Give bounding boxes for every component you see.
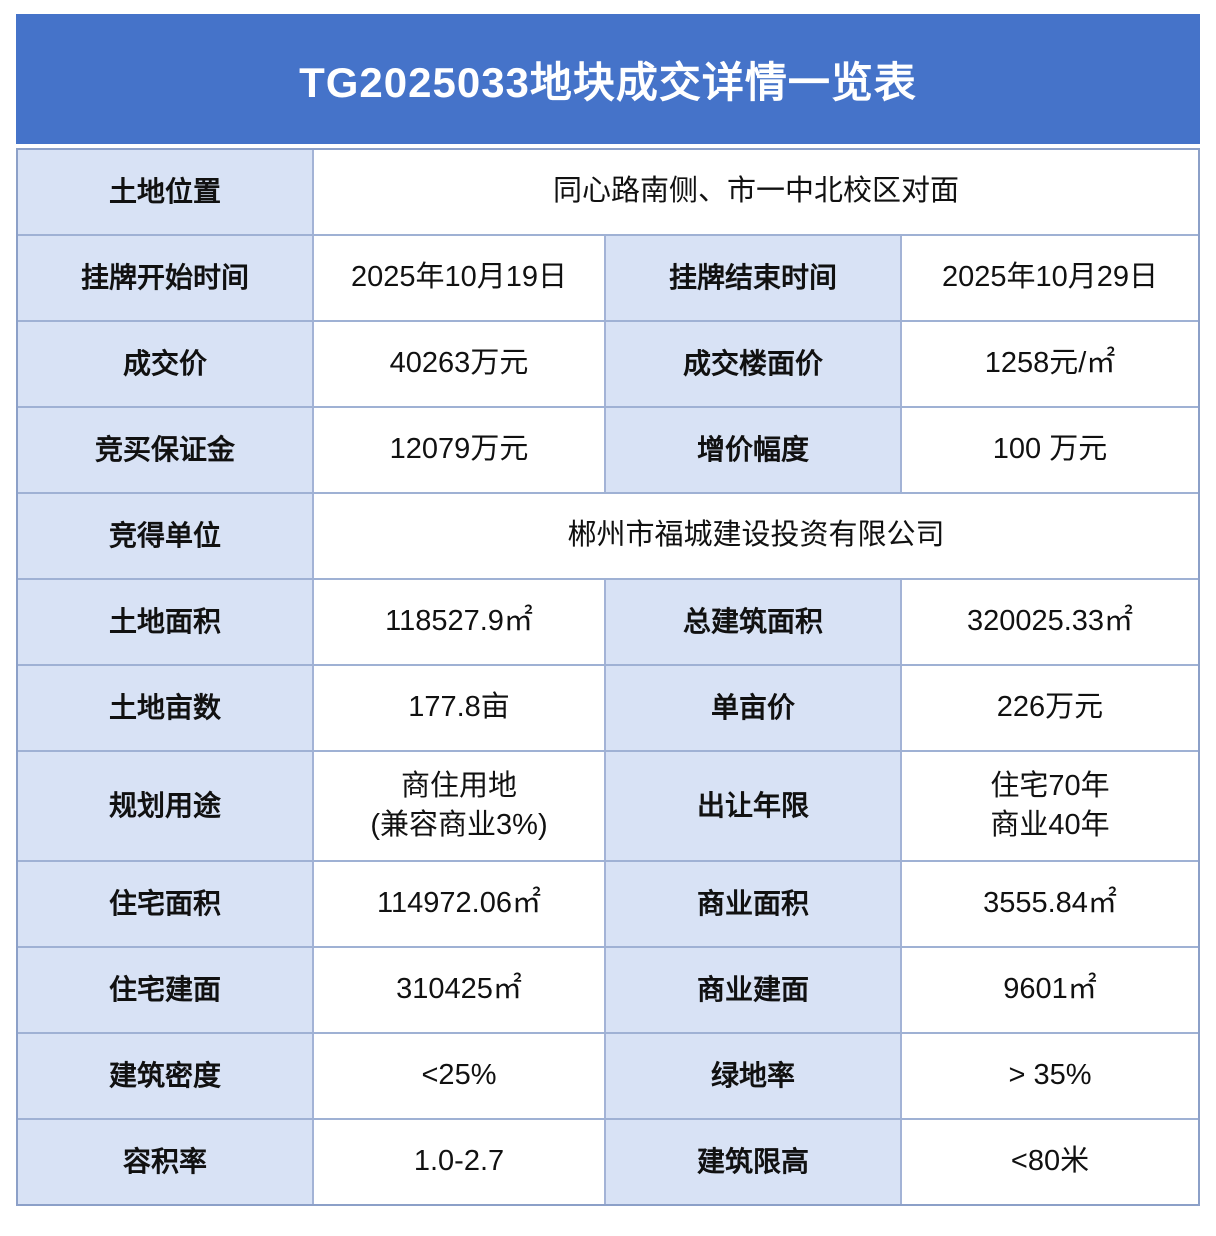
deal-detail-table: 土地位置 同心路南侧、市一中北校区对面 挂牌开始时间 2025年10月19日 挂…	[16, 148, 1200, 1206]
row-planned-use: 规划用途 商住用地 (兼容商业3%) 出让年限 住宅70年 商业40年	[18, 752, 1198, 862]
bid-deposit-value: 12079万元	[312, 408, 604, 492]
green-ratio-label: 绿地率	[604, 1034, 900, 1118]
row-land-location: 土地位置 同心路南侧、市一中北校区对面	[18, 150, 1198, 236]
commercial-area-label: 商业面积	[604, 862, 900, 946]
commercial-built-value: 9601㎡	[900, 948, 1198, 1032]
floor-price-label: 成交楼面价	[604, 322, 900, 406]
land-mu-value: 177.8亩	[312, 666, 604, 750]
table-header-bar: TG2025033地块成交详情一览表	[16, 14, 1200, 144]
winning-bidder-value: 郴州市福城建设投资有限公司	[312, 494, 1198, 578]
row-plot-ratio-height: 容积率 1.0-2.7 建筑限高 <80米	[18, 1120, 1198, 1204]
land-location-value: 同心路南侧、市一中北校区对面	[312, 150, 1198, 234]
listing-end-value: 2025年10月29日	[900, 236, 1198, 320]
row-listing-dates: 挂牌开始时间 2025年10月19日 挂牌结束时间 2025年10月29日	[18, 236, 1198, 322]
page-title: TG2025033地块成交详情一览表	[299, 58, 917, 106]
commercial-built-label: 商业建面	[604, 948, 900, 1032]
planned-use-line2: (兼容商业3%)	[370, 809, 548, 841]
planned-use-value: 商住用地 (兼容商业3%)	[312, 752, 604, 860]
row-density-green: 建筑密度 <25% 绿地率 > 35%	[18, 1034, 1198, 1120]
row-winning-bidder: 竞得单位 郴州市福城建设投资有限公司	[18, 494, 1198, 580]
bid-deposit-label: 竞买保证金	[18, 408, 312, 492]
row-deal-price: 成交价 40263万元 成交楼面价 1258元/㎡	[18, 322, 1198, 408]
land-location-label: 土地位置	[18, 150, 312, 234]
total-building-area-label: 总建筑面积	[604, 580, 900, 664]
residential-area-label: 住宅面积	[18, 862, 312, 946]
plot-ratio-label: 容积率	[18, 1120, 312, 1204]
height-limit-label: 建筑限高	[604, 1120, 900, 1204]
row-deposit-increment: 竞买保证金 12079万元 增价幅度 100 万元	[18, 408, 1198, 494]
floor-price-value: 1258元/㎡	[900, 322, 1198, 406]
price-increment-label: 增价幅度	[604, 408, 900, 492]
grant-term-label: 出让年限	[604, 752, 900, 860]
listing-start-label: 挂牌开始时间	[18, 236, 312, 320]
building-density-label: 建筑密度	[18, 1034, 312, 1118]
land-area-value: 118527.9㎡	[312, 580, 604, 664]
plot-ratio-value: 1.0-2.7	[312, 1120, 604, 1204]
row-built-area: 住宅建面 310425㎡ 商业建面 9601㎡	[18, 948, 1198, 1034]
planned-use-label: 规划用途	[18, 752, 312, 860]
residential-area-value: 114972.06㎡	[312, 862, 604, 946]
deal-price-value: 40263万元	[312, 322, 604, 406]
commercial-area-value: 3555.84㎡	[900, 862, 1198, 946]
residential-built-value: 310425㎡	[312, 948, 604, 1032]
row-residential-area: 住宅面积 114972.06㎡ 商业面积 3555.84㎡	[18, 862, 1198, 948]
winning-bidder-label: 竞得单位	[18, 494, 312, 578]
land-deal-table-page: TG2025033地块成交详情一览表 土地位置 同心路南侧、市一中北校区对面 挂…	[16, 14, 1200, 1206]
green-ratio-value: > 35%	[900, 1034, 1198, 1118]
planned-use-line1: 商住用地	[400, 769, 517, 802]
price-per-mu-value: 226万元	[900, 666, 1198, 750]
listing-end-label: 挂牌结束时间	[604, 236, 900, 320]
land-mu-label: 土地亩数	[18, 666, 312, 750]
grant-term-value: 住宅70年 商业40年	[900, 752, 1198, 860]
grant-term-line2: 商业40年	[990, 809, 1110, 841]
land-area-label: 土地面积	[18, 580, 312, 664]
row-land-area: 土地面积 118527.9㎡ 总建筑面积 320025.33㎡	[18, 580, 1198, 666]
total-building-area-value: 320025.33㎡	[900, 580, 1198, 664]
price-per-mu-label: 单亩价	[604, 666, 900, 750]
listing-start-value: 2025年10月19日	[312, 236, 604, 320]
price-increment-value: 100 万元	[900, 408, 1198, 492]
deal-price-label: 成交价	[18, 322, 312, 406]
row-land-mu: 土地亩数 177.8亩 单亩价 226万元	[18, 666, 1198, 752]
grant-term-line1: 住宅70年	[990, 769, 1110, 802]
building-density-value: <25%	[312, 1034, 604, 1118]
height-limit-value: <80米	[900, 1120, 1198, 1204]
residential-built-label: 住宅建面	[18, 948, 312, 1032]
